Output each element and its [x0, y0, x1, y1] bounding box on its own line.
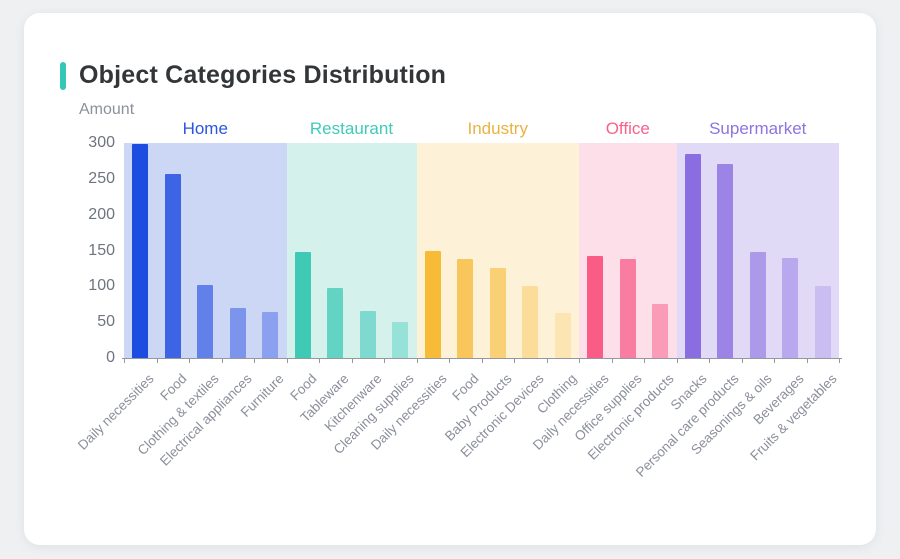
- x-axis-tick: [481, 358, 483, 363]
- group-label-restaurant: Restaurant: [309, 119, 394, 138]
- bar-supermarket-4[interactable]: [782, 257, 799, 358]
- bar-office-1[interactable]: [587, 256, 604, 358]
- x-axis-tick: [676, 358, 678, 363]
- x-axis-tick: [774, 358, 775, 363]
- x-axis-tick: [806, 358, 808, 363]
- bar-supermarket-2[interactable]: [717, 163, 734, 358]
- bar-industry-4[interactable]: [522, 286, 539, 358]
- bar-supermarket-3[interactable]: [749, 251, 766, 358]
- x-axis-tick: [156, 358, 158, 363]
- y-axis-label: 100: [88, 277, 115, 295]
- bar-home-5[interactable]: [262, 312, 279, 358]
- chart-title: Object Categories Distribution: [79, 61, 447, 89]
- bar-industry-1[interactable]: [424, 250, 441, 358]
- x-axis-tick: [579, 358, 580, 363]
- y-axis-label: 150: [88, 241, 115, 259]
- y-axis-label: 0: [106, 349, 115, 366]
- y-axis-name: Amount: [79, 101, 135, 118]
- bar-supermarket-5[interactable]: [814, 285, 831, 358]
- bar-office-2[interactable]: [619, 259, 636, 358]
- x-axis-tick: [709, 358, 710, 363]
- x-axis-tick: [416, 358, 418, 363]
- bar-industry-2[interactable]: [457, 259, 474, 358]
- x-axis-tick: [514, 358, 515, 363]
- x-axis-tick: [319, 358, 320, 363]
- y-axis-label: 250: [88, 169, 115, 187]
- group-label-home: Home: [182, 119, 228, 138]
- y-axis-label: 300: [88, 134, 115, 151]
- x-axis-tick: [449, 358, 450, 363]
- title-row: Object Categories Distribution: [60, 61, 446, 90]
- bar-industry-3[interactable]: [489, 267, 506, 358]
- bar-restaurant-4[interactable]: [392, 322, 409, 358]
- bar-home-3[interactable]: [197, 284, 214, 358]
- bar-home-4[interactable]: [229, 307, 246, 358]
- x-axis-tick: [221, 358, 223, 363]
- bar-supermarket-1[interactable]: [684, 153, 701, 358]
- bar-office-3[interactable]: [652, 304, 669, 358]
- y-axis-label: 50: [97, 313, 115, 331]
- x-axis-tick: [611, 358, 613, 363]
- title-accent-bar: [60, 61, 66, 90]
- plot-area: 300 250 200 150 100 50 0 Home Daily necessities F…: [75, 119, 842, 480]
- bar-restaurant-1[interactable]: [294, 251, 311, 358]
- x-axis-tick: [286, 358, 288, 363]
- x-axis-tick: [254, 358, 255, 363]
- chart-card: Object Categories Distribution Amount 30…: [24, 13, 876, 545]
- bar-home-1[interactable]: [132, 144, 149, 358]
- x-axis-tick: [839, 358, 840, 363]
- bar-industry-5[interactable]: [554, 312, 571, 358]
- group-label-industry: Industry: [467, 119, 528, 138]
- x-axis-tick: [546, 358, 548, 363]
- group-label-supermarket: Supermarket: [709, 119, 807, 138]
- y-axis-label: 200: [88, 205, 115, 223]
- x-axis-tick: [384, 358, 385, 363]
- bar-restaurant-2[interactable]: [327, 288, 344, 358]
- x-axis-tick: [124, 358, 125, 363]
- group-label-office: Office: [605, 119, 650, 138]
- x-axis-tick: [189, 358, 190, 363]
- x-axis-tick: [351, 358, 353, 363]
- x-axis-tick: [741, 358, 743, 363]
- bar-restaurant-3[interactable]: [359, 311, 376, 358]
- bar-home-2[interactable]: [164, 173, 181, 358]
- x-axis-tick: [644, 358, 645, 363]
